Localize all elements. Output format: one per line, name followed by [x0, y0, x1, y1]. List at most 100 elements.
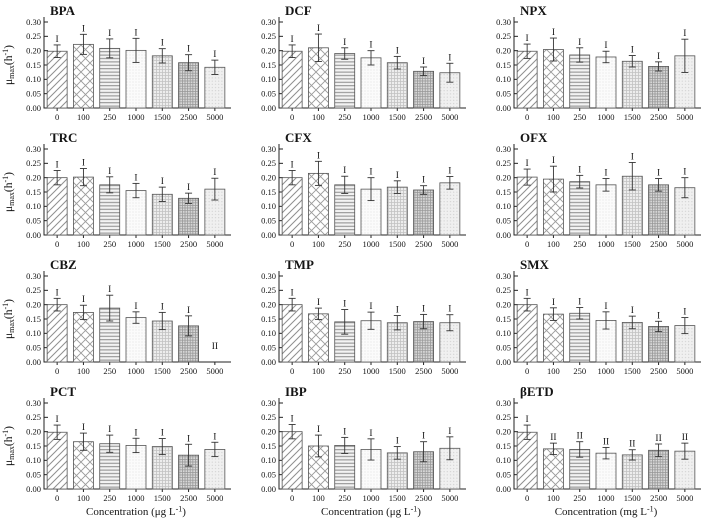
- y-tick-label: 0.25: [26, 412, 41, 422]
- x-tick-label: 100: [312, 239, 325, 249]
- sig-label: I: [396, 437, 399, 447]
- x-tick-label: 5000: [206, 366, 223, 376]
- x-tick-label: 100: [547, 493, 560, 503]
- y-tick-label: 0.30: [26, 271, 41, 281]
- sig-label: I: [161, 429, 164, 439]
- bar: [648, 66, 669, 109]
- x-tick-label: 2500: [650, 239, 667, 249]
- x-axis-label: Concentration (μg L-1): [321, 505, 421, 519]
- x-tick-label: 100: [77, 112, 90, 122]
- sig-label: I: [317, 151, 320, 161]
- y-axis-label: μmax(h-1): [1, 172, 16, 212]
- y-tick-label: 0.00: [496, 230, 511, 240]
- x-tick-label: 100: [77, 239, 90, 249]
- y-tick-label: 0.20: [261, 299, 276, 309]
- bar: [334, 53, 356, 109]
- sig-label: I: [631, 46, 634, 56]
- y-tick-label: 0.15: [26, 60, 41, 70]
- x-tick-label: 100: [312, 493, 325, 503]
- sig-label: I: [161, 177, 164, 187]
- sig-label: II: [577, 432, 583, 442]
- y-tick-label: 0.20: [26, 426, 41, 436]
- chart-TRC: 0.30 0.25 0.20 0.15 0.10 0.05 0.00 0 I 100 I 250 I 10…: [1, 130, 231, 249]
- y-tick-label: 0.15: [261, 314, 276, 324]
- y-tick-label: 0.05: [496, 469, 511, 479]
- chart-title: βETD: [520, 384, 554, 399]
- x-tick-label: 2500: [650, 112, 667, 122]
- sig-label: I: [161, 302, 164, 312]
- bar: [595, 184, 617, 236]
- sig-label: I: [448, 427, 451, 437]
- x-tick-label: 1500: [389, 366, 406, 376]
- y-tick-label: 0.25: [261, 412, 276, 422]
- sig-label: I: [134, 173, 137, 183]
- y-tick-label: 0.10: [496, 201, 511, 211]
- bar: [151, 55, 173, 109]
- y-tick-label: 0.20: [261, 172, 276, 182]
- y-tick-label: 0.25: [261, 31, 276, 41]
- bar: [281, 177, 303, 236]
- x-tick-label: 250: [338, 239, 351, 249]
- y-tick-label: 0.15: [496, 314, 511, 324]
- x-tick-label: 1000: [128, 112, 145, 122]
- sig-label: I: [291, 288, 294, 298]
- chart-panel-CFX: 0.30 0.25 0.20 0.15 0.10 0.05 0.00 0 I 100 I 250 I 10…: [235, 127, 470, 254]
- x-tick-label: 1000: [363, 493, 380, 503]
- x-tick-label: 2500: [650, 493, 667, 503]
- sig-label: I: [369, 41, 372, 51]
- sig-label: I: [56, 415, 59, 425]
- x-tick-label: 100: [547, 366, 560, 376]
- chart-panel-BPA: 0.30 0.25 0.20 0.15 0.10 0.05 0.00 0 I 100 I 250 I 10…: [0, 0, 235, 127]
- bar: [281, 304, 303, 363]
- x-tick-label: 100: [312, 366, 325, 376]
- y-tick-label: 0.30: [26, 17, 41, 27]
- y-tick-label: 0.15: [26, 187, 41, 197]
- x-tick-label: 2500: [650, 366, 667, 376]
- y-tick-label: 0.30: [261, 398, 276, 408]
- chart-TMP: 0.30 0.25 0.20 0.15 0.10 0.05 0.00 0 I 100 I 250 I 10…: [261, 257, 466, 376]
- sig-label: I: [317, 24, 320, 34]
- sig-label: I: [526, 415, 529, 425]
- y-axis-label: μmax(h-1): [1, 299, 16, 339]
- x-tick-label: 1000: [128, 239, 145, 249]
- sig-label: I: [631, 152, 634, 162]
- y-tick-label: 0.25: [496, 158, 511, 168]
- x-tick-label: 1000: [598, 493, 615, 503]
- chart-panel-SMX: 0.30 0.25 0.20 0.15 0.10 0.05 0.00 0 I 100 I 250 I 10…: [470, 254, 706, 381]
- chart-panel-NPX: 0.30 0.25 0.20 0.15 0.10 0.05 0.00 0 I 100 I 250 I 10…: [470, 0, 706, 127]
- chart-panel-bETD: 0.30 0.25 0.20 0.15 0.10 0.05 0.00 0 I 100 II 250 II…: [470, 381, 706, 521]
- x-tick-label: 250: [103, 239, 116, 249]
- y-tick-label: 0.05: [496, 88, 511, 98]
- y-tick-label: 0.00: [26, 357, 41, 367]
- sig-label: I: [448, 305, 451, 315]
- y-tick-label: 0.20: [496, 172, 511, 182]
- sig-label: I: [369, 429, 372, 439]
- x-tick-label: 0: [55, 493, 59, 503]
- x-tick-label: 0: [55, 112, 59, 122]
- x-tick-label: 1500: [624, 239, 641, 249]
- y-tick-label: 0.25: [496, 31, 511, 41]
- y-tick-label: 0.10: [261, 201, 276, 211]
- x-tick-label: 5000: [676, 239, 693, 249]
- y-tick-label: 0.20: [496, 426, 511, 436]
- x-tick-label: 2500: [415, 366, 432, 376]
- x-tick-label: 0: [290, 493, 294, 503]
- sig-label: II: [655, 434, 661, 444]
- sig-label: I: [343, 166, 346, 176]
- bar: [413, 70, 434, 109]
- bar: [516, 176, 538, 236]
- sig-label: I: [683, 308, 686, 318]
- y-tick-label: 0.30: [496, 17, 511, 27]
- chart-title: OFX: [520, 130, 548, 145]
- y-tick-label: 0.30: [26, 398, 41, 408]
- sig-label: I: [526, 34, 529, 44]
- bar: [516, 431, 538, 490]
- x-tick-label: 1500: [154, 493, 171, 503]
- sig-label: I: [683, 168, 686, 178]
- bar: [439, 182, 461, 236]
- bar: [516, 50, 538, 109]
- x-tick-label: 1000: [598, 366, 615, 376]
- bar: [543, 313, 564, 363]
- bar: [569, 312, 591, 363]
- sig-label: I: [604, 41, 607, 51]
